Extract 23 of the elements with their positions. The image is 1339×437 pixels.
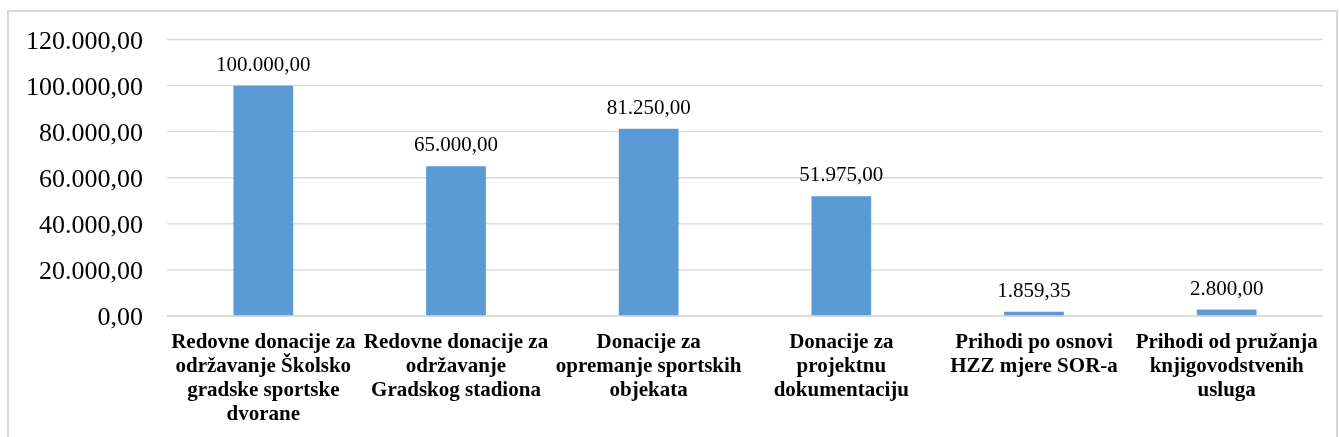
data-label: 65.000,00 — [414, 132, 498, 157]
x-tick-label: Redovne donacije za održavanje Školsko gradske sportske dvorane — [171, 329, 356, 425]
bar — [426, 166, 486, 316]
y-tick-label: 120.000,00 — [26, 25, 143, 55]
bar — [618, 128, 679, 316]
y-tick-label: 40.000,00 — [39, 209, 143, 239]
data-label: 1.859,35 — [997, 277, 1071, 302]
x-tick-label: Redovne donacije za održavanje Gradskog stadiona — [363, 329, 549, 401]
data-label: 100.000,00 — [216, 51, 311, 76]
y-tick-label: 20.000,00 — [39, 256, 143, 286]
x-tick-label: Donacije za opremanje sportskih objekata — [555, 329, 742, 401]
y-tick-label: 80.000,00 — [39, 117, 143, 147]
x-tick-label: Donacije za projektnu dokumentaciju — [773, 329, 910, 401]
data-label: 2.800,00 — [1189, 275, 1264, 300]
bar — [811, 196, 872, 316]
y-tick-label: 0,00 — [97, 302, 143, 332]
data-label: 51.975,00 — [799, 162, 884, 187]
y-tick-label: 60.000,00 — [39, 163, 143, 193]
y-tick-label: 100.000,00 — [26, 71, 143, 101]
bar — [233, 85, 294, 316]
data-label: 81.250,00 — [606, 94, 691, 119]
x-tick-label: Prihodi po osnovi HZZ mjere SOR-a — [950, 329, 1119, 377]
x-tick-label: Prihodi od pružanja knjigovodstvenih usluga — [1135, 329, 1319, 401]
